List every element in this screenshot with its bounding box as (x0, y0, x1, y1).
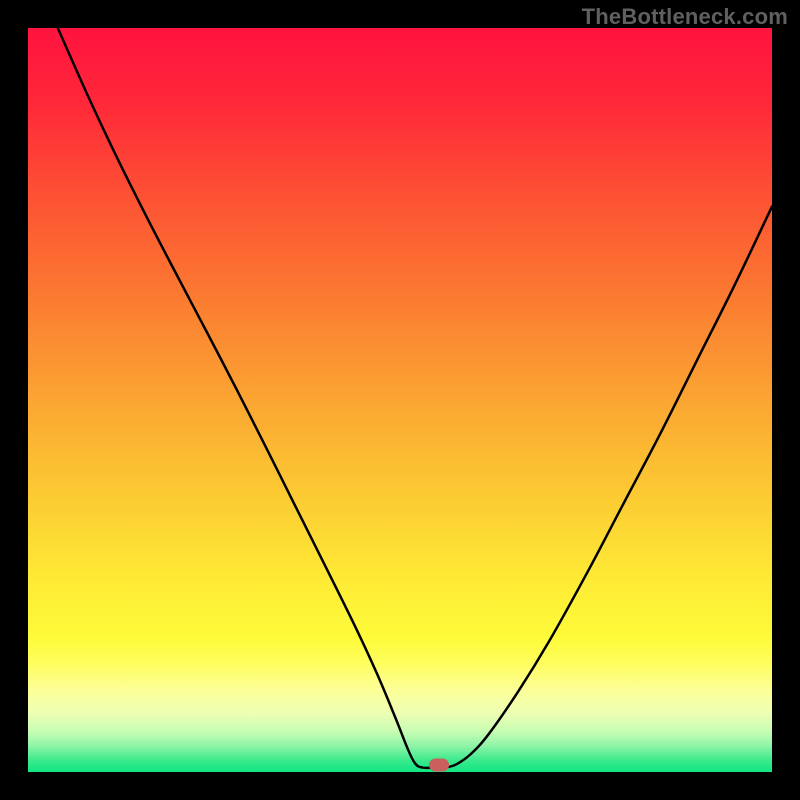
watermark-text: TheBottleneck.com (582, 4, 788, 30)
trough-marker (429, 758, 449, 771)
curve-svg (28, 28, 772, 772)
chart-frame: TheBottleneck.com (0, 0, 800, 800)
plot-area (28, 28, 772, 772)
bottleneck-curve (58, 28, 772, 768)
